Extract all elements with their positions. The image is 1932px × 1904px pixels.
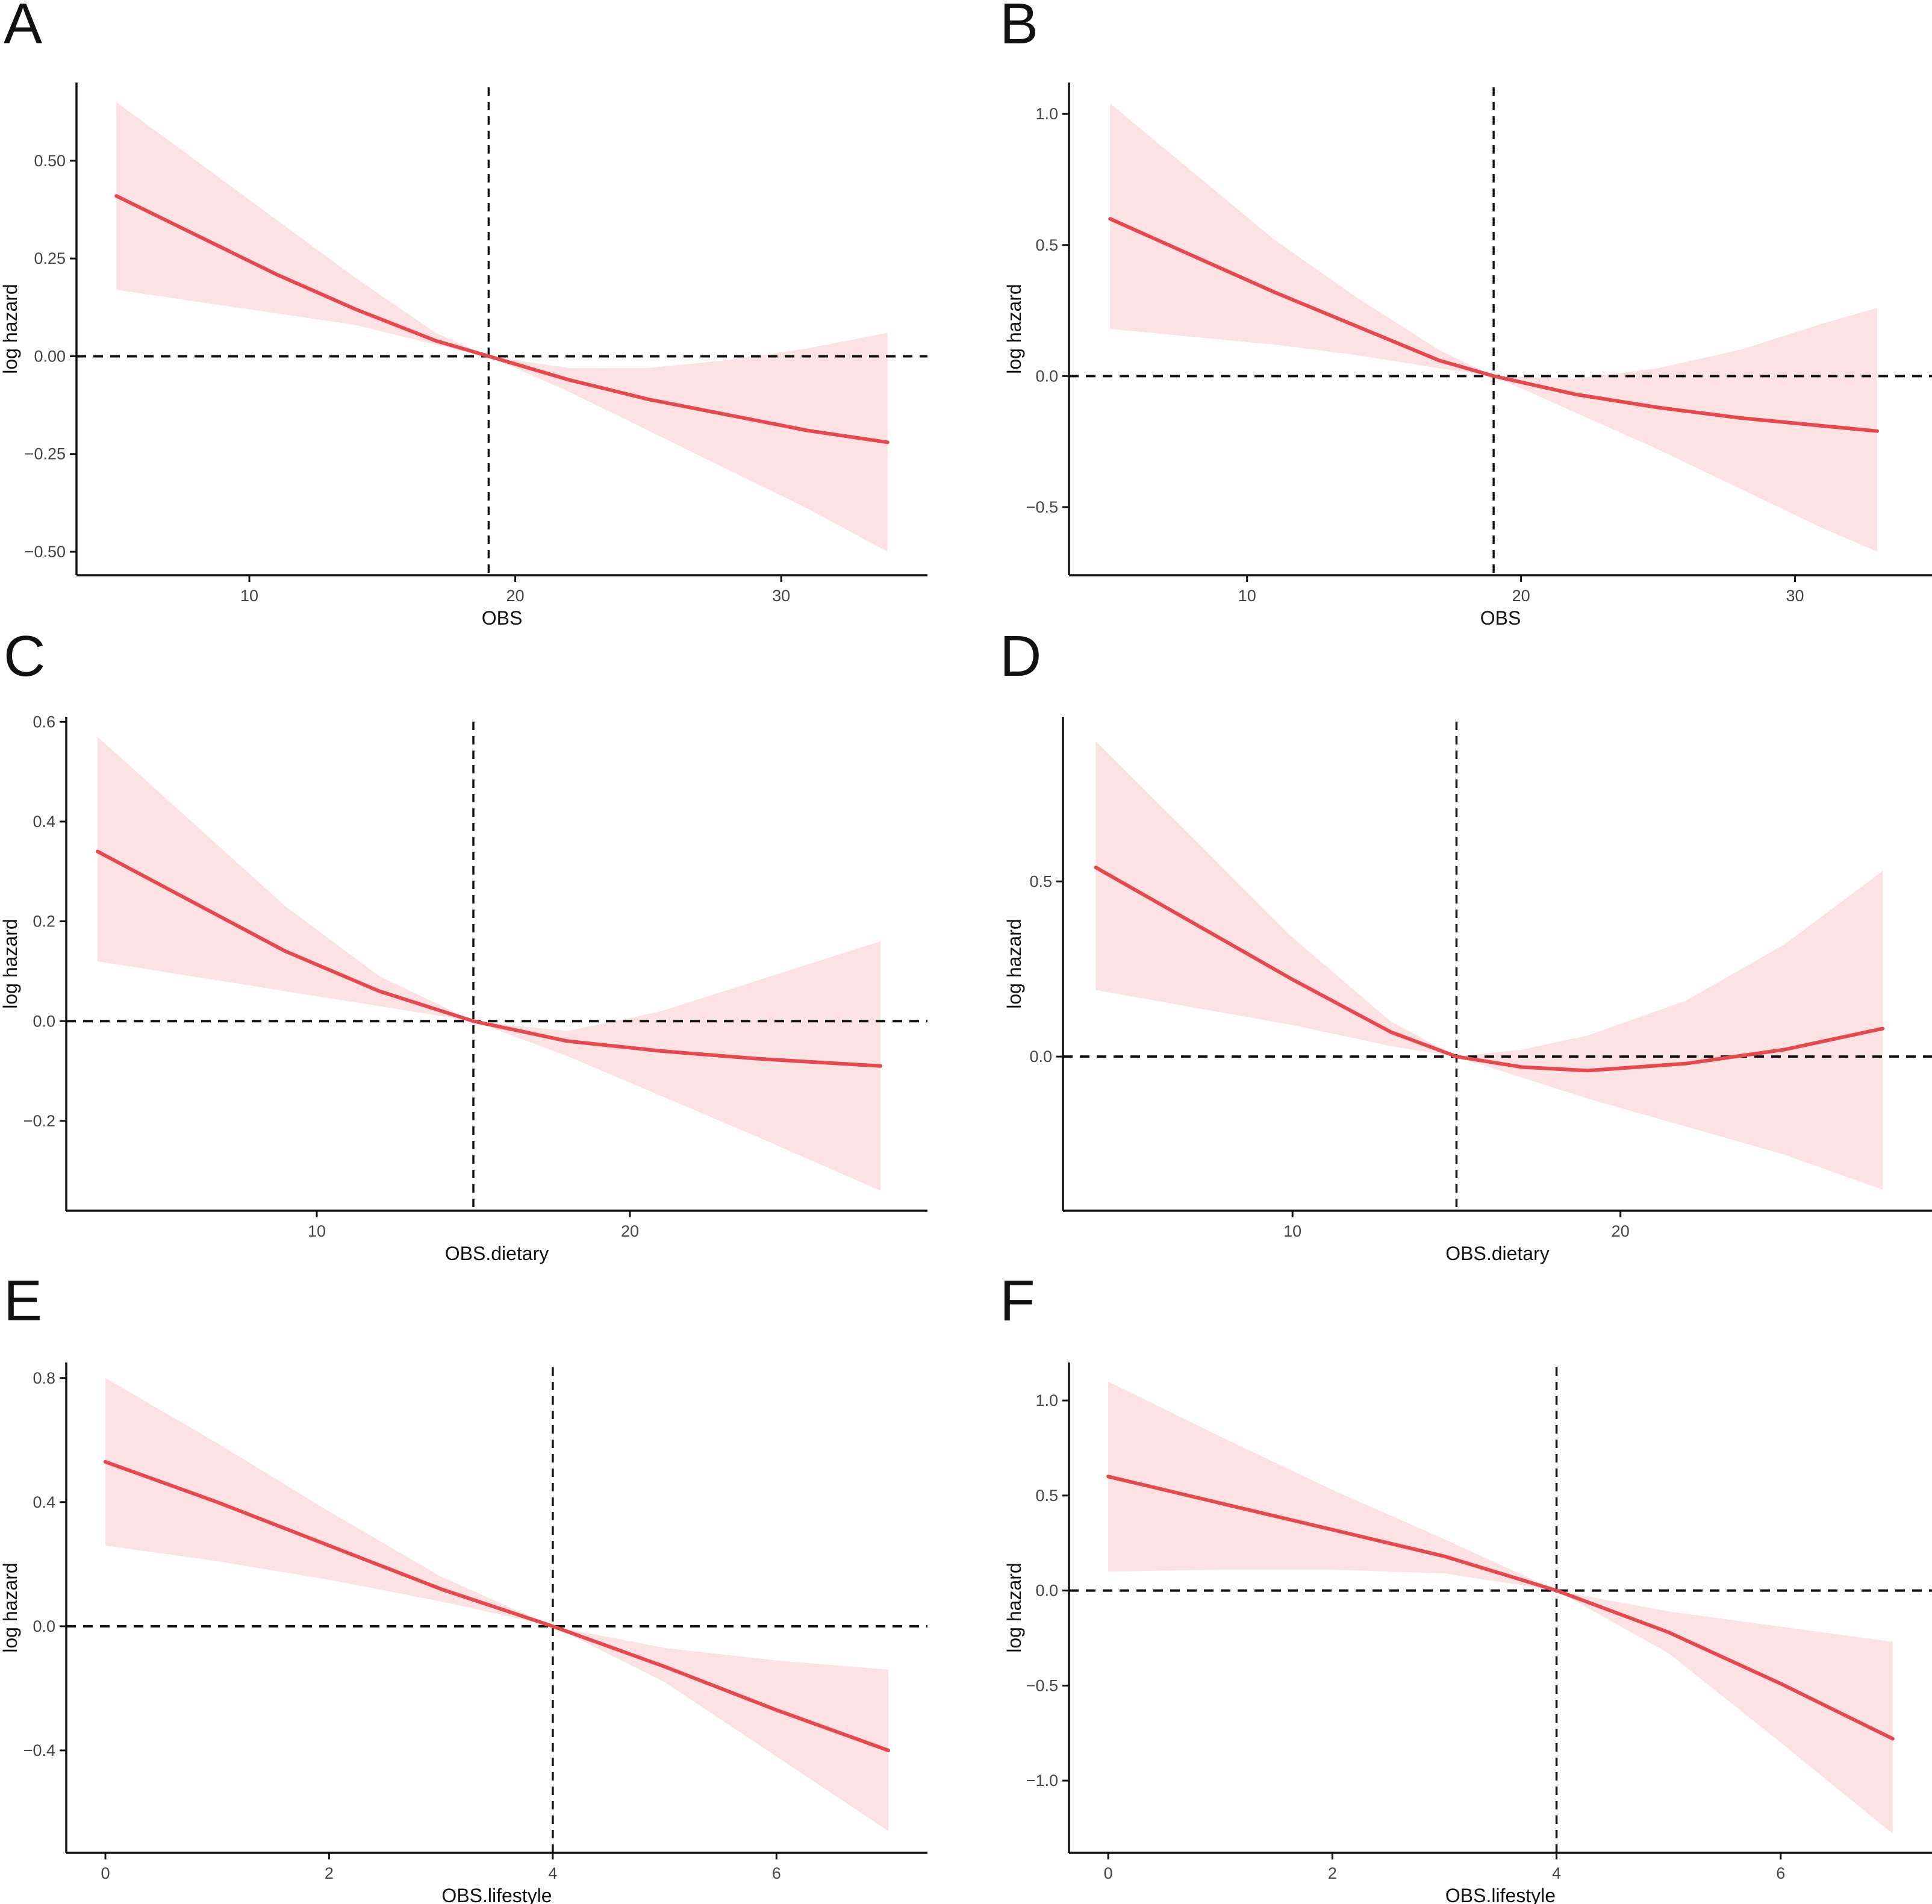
y-tick-label: 0.0	[1035, 1582, 1058, 1600]
y-axis-title: log hazard	[1003, 1562, 1025, 1652]
y-tick-label: 0.6	[33, 713, 55, 731]
x-axis-title: OBS.lifestyle	[441, 1885, 552, 1904]
y-axis-title: log hazard	[1003, 284, 1025, 373]
x-tick-label: 30	[1786, 587, 1804, 605]
y-tick-label: −0.5	[1026, 498, 1058, 516]
y-tick-label: 0.0	[33, 1012, 55, 1030]
y-tick-label: 0.5	[1035, 1487, 1058, 1505]
y-tick-label: −1.0	[1026, 1771, 1058, 1790]
panel-letter: B	[1000, 0, 1038, 56]
hazard-curve	[1108, 217, 1879, 433]
y-tick-label: −0.25	[25, 445, 66, 463]
y-tick-label: 0.4	[33, 1493, 55, 1511]
x-tick-label: 20	[1512, 587, 1530, 605]
confidence-band	[105, 1378, 888, 1831]
panel-a: A −0.50 −0.25 0.00 0.25 0.50 10 20 30 OBS log haza…	[0, 0, 927, 629]
y-tick-label: 0.50	[34, 152, 66, 170]
x-axis-title: OBS.dietary	[1445, 1243, 1550, 1264]
y-tick-label: 1.0	[1035, 105, 1058, 123]
y-tick-label: 0.5	[1029, 872, 1052, 890]
hazard-curve	[104, 1459, 890, 1752]
y-tick-label: 0.00	[34, 347, 66, 365]
confidence-band	[116, 102, 888, 552]
hazard-curve	[1094, 866, 1885, 1073]
panel-c: C −0.2 0.0 0.2 0.4 0.6 10 20 OBS.dietary log haza…	[0, 624, 927, 1264]
y-tick-label: 0.25	[34, 249, 66, 267]
x-tick-label: 30	[772, 587, 790, 605]
y-tick-label: −0.2	[23, 1112, 55, 1130]
panel-letter: A	[4, 0, 42, 56]
x-tick-label: 0	[101, 1864, 110, 1882]
y-tick-label: −0.50	[25, 543, 66, 561]
y-tick-label: 0.0	[1029, 1047, 1052, 1066]
confidence-band	[1095, 741, 1883, 1190]
x-tick-label: 0	[1104, 1864, 1113, 1882]
panel-letter: C	[4, 624, 45, 688]
x-axis-title: OBS	[482, 607, 523, 629]
hazard-curve	[1106, 1475, 1895, 1741]
x-tick-label: 2	[1328, 1864, 1337, 1882]
panel-letter: F	[1000, 1269, 1035, 1333]
y-tick-label: −0.4	[23, 1741, 55, 1759]
y-tick-label: −0.5	[1026, 1676, 1058, 1694]
panel-b: B −0.5 0.0 0.5 1.0 10 20 30 OBS log hazard	[1000, 0, 1932, 629]
y-axis-title: log hazard	[0, 1562, 21, 1652]
x-tick-label: 2	[325, 1864, 334, 1882]
x-tick-label: 20	[1612, 1222, 1630, 1240]
y-tick-label: 1.0	[1035, 1391, 1058, 1409]
panel-letter: D	[1000, 624, 1041, 688]
x-axis-title: OBS.dietary	[445, 1243, 549, 1264]
y-tick-label: 0.5	[1035, 236, 1058, 254]
x-tick-label: 6	[772, 1864, 781, 1882]
x-tick-label: 4	[548, 1864, 557, 1882]
x-tick-label: 6	[1776, 1864, 1785, 1882]
x-tick-label: 10	[1283, 1222, 1301, 1240]
x-axis-title: OBS	[1480, 607, 1521, 629]
y-axis-title: log hazard	[1003, 919, 1025, 1008]
y-axis-title: log hazard	[0, 919, 21, 1008]
y-tick-label: 0.0	[1035, 367, 1058, 385]
hazard-curve	[96, 849, 882, 1068]
hazard-curve	[114, 194, 890, 445]
confidence-band	[1108, 1381, 1893, 1834]
x-axis-title: OBS.lifestyle	[1445, 1885, 1556, 1904]
x-tick-label: 20	[506, 587, 525, 605]
confidence-band	[1110, 103, 1877, 552]
x-tick-label: 10	[1238, 587, 1256, 605]
y-tick-label: 0.4	[33, 813, 55, 831]
panel-letter: E	[4, 1269, 42, 1333]
y-tick-label: 0.2	[33, 913, 55, 931]
panel-e: E −0.4 0.0 0.4 0.8 0 2 4 6 OBS.lifestyle log hazar…	[0, 1269, 927, 1904]
y-axis-title: log hazard	[0, 284, 21, 373]
y-tick-label: 0.8	[33, 1369, 55, 1387]
confidence-band	[98, 737, 880, 1191]
x-tick-label: 4	[1552, 1864, 1561, 1882]
y-tick-label: 0.0	[33, 1617, 55, 1635]
x-tick-label: 20	[621, 1222, 639, 1240]
x-tick-label: 10	[308, 1222, 326, 1240]
panel-d: D 0.0 0.5 10 20 OBS.dietary log hazard	[1000, 624, 1932, 1264]
panel-f: F −1.0 −0.5 0.0 0.5 1.0 0 2 4 6 OBS.lifestyle log h…	[1000, 1269, 1932, 1904]
x-tick-label: 10	[240, 587, 258, 605]
